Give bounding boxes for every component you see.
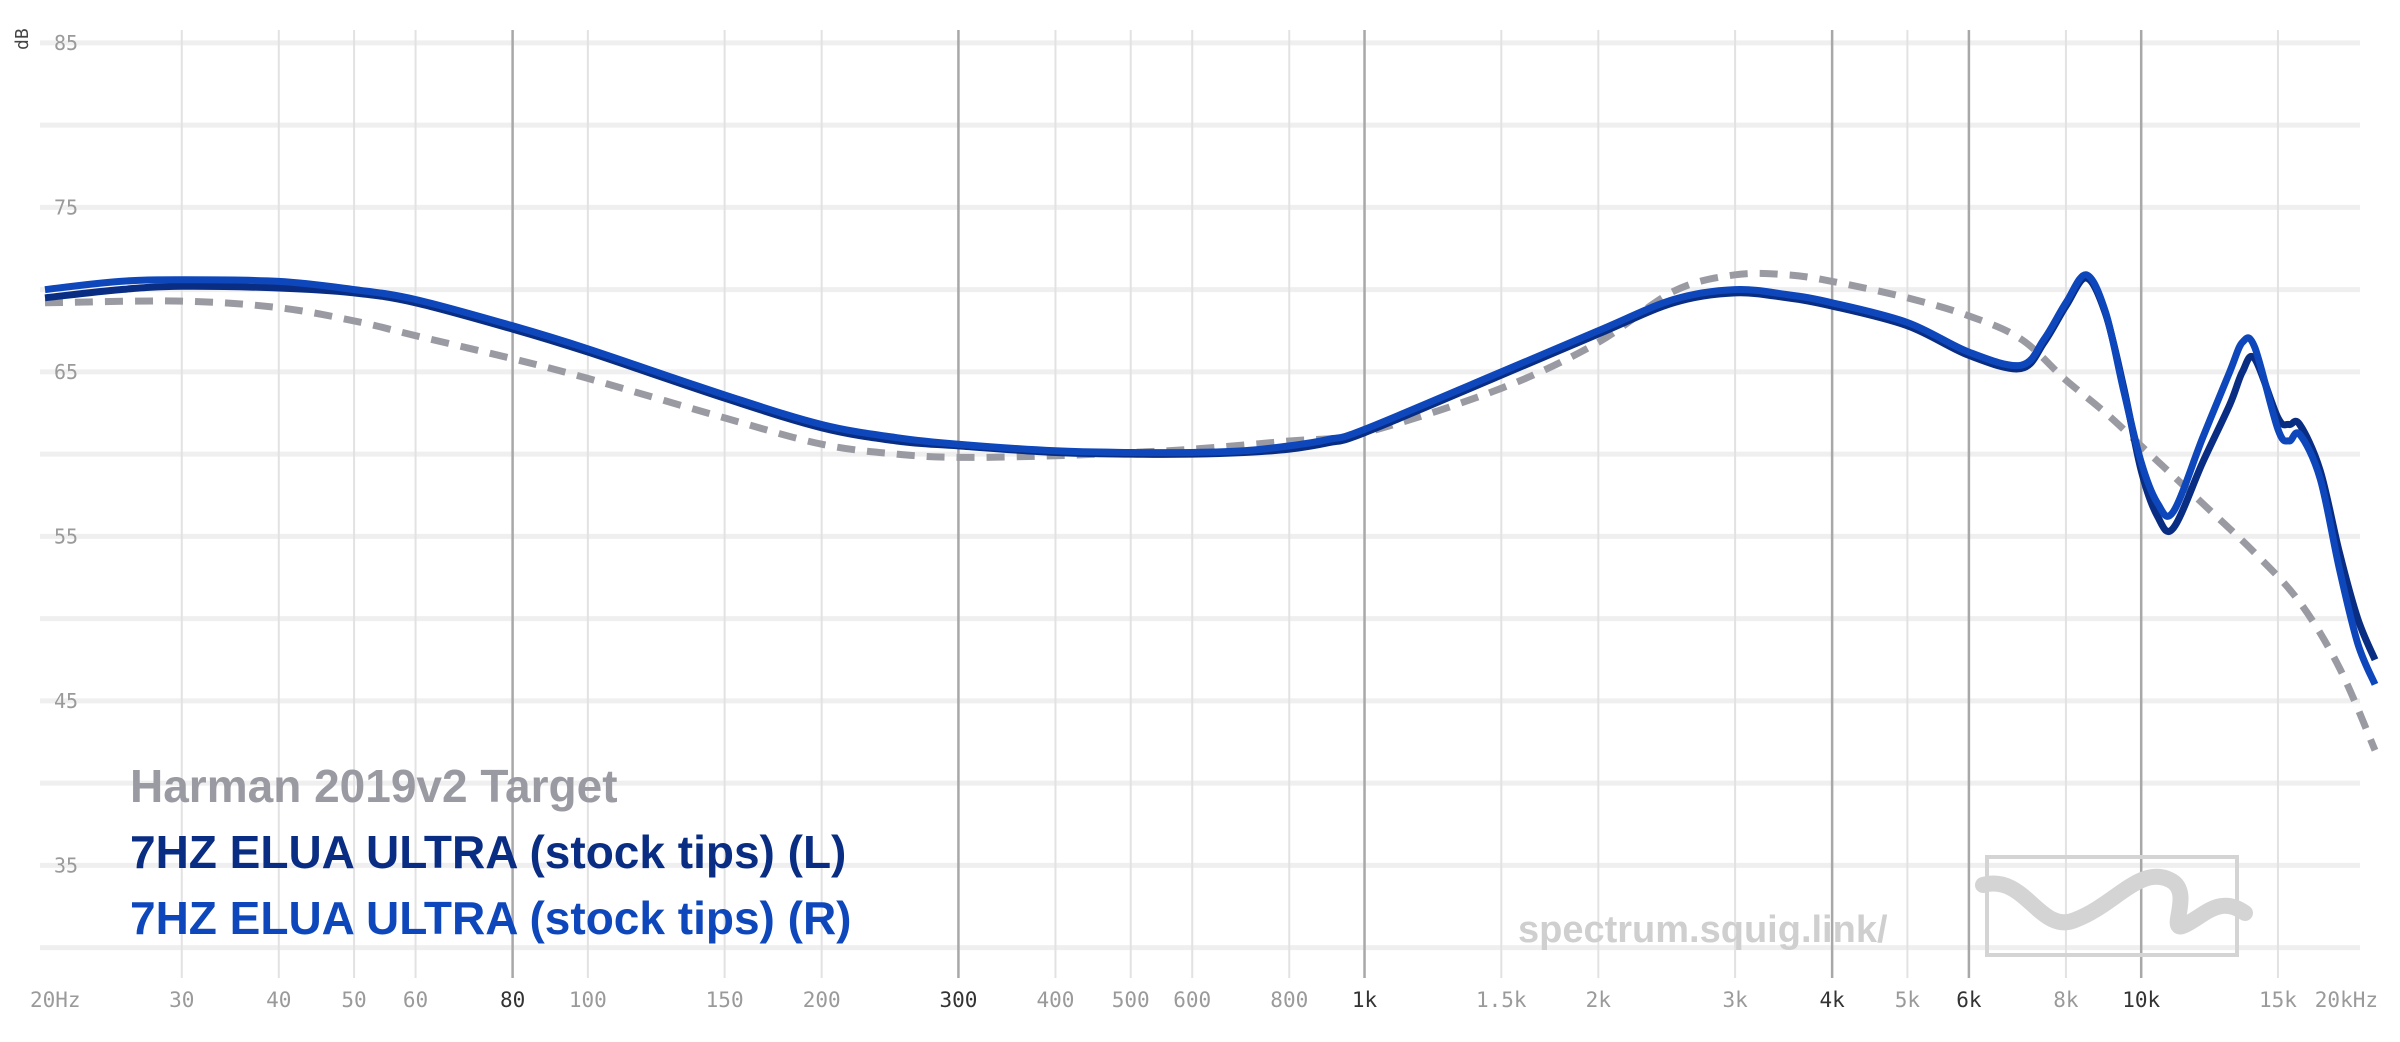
series-line-0 <box>44 269 2379 752</box>
grid-layer <box>40 30 2360 978</box>
x-tick-label: 600 <box>1173 988 1211 1012</box>
x-tick-label: 50 <box>341 988 366 1012</box>
x-tick-label: 20Hz <box>30 988 81 1012</box>
x-tick-label: 60 <box>403 988 428 1012</box>
x-tick-label: 20kHz <box>2315 988 2378 1012</box>
y-tick-label: 35 <box>54 853 78 877</box>
y-axis-unit-label: dB <box>12 28 33 50</box>
series-line-1 <box>44 274 2379 662</box>
x-tick-label: 3k <box>1722 988 1748 1012</box>
x-tick-label: 1k <box>1352 988 1378 1012</box>
watermark-text: spectrum.squig.link/ <box>1518 909 1888 951</box>
x-tick-label: 30 <box>169 988 194 1012</box>
x-tick-label: 4k <box>1819 988 1845 1012</box>
x-tick-label: 800 <box>1270 988 1308 1012</box>
x-tick-label: 2k <box>1586 988 1612 1012</box>
y-tick-label: 65 <box>54 360 78 384</box>
x-tick-label: 40 <box>266 988 291 1012</box>
x-tick-label: 200 <box>803 988 841 1012</box>
x-tick-label: 6k <box>1956 988 1982 1012</box>
y-tick-label: 45 <box>54 689 78 713</box>
y-tick-label: 55 <box>54 524 78 548</box>
y-tick-label: 75 <box>54 195 78 219</box>
x-tick-label: 300 <box>939 988 977 1012</box>
x-tick-label: 8k <box>2053 988 2079 1012</box>
x-tick-label: 400 <box>1036 988 1074 1012</box>
x-tick-label: 15k <box>2259 988 2297 1012</box>
squiglink-logo <box>1975 855 2253 957</box>
x-tick-label: 100 <box>569 988 607 1012</box>
series-line-2 <box>44 271 2379 686</box>
legend-entry-0[interactable]: Harman 2019v2 Target <box>130 760 618 812</box>
x-tick-label: 1.5k <box>1476 988 1527 1012</box>
x-tick-label: 5k <box>1895 988 1921 1012</box>
x-tick-label: 500 <box>1112 988 1150 1012</box>
legend-entry-1[interactable]: 7HZ ELUA ULTRA (stock tips) (L) <box>130 826 846 878</box>
x-tick-label: 150 <box>706 988 744 1012</box>
legend-entry-2[interactable]: 7HZ ELUA ULTRA (stock tips) (R) <box>130 892 852 944</box>
series-layer <box>44 269 2379 752</box>
y-axis: 85 75 65 55 45 35 <box>54 31 78 877</box>
y-tick-label: 85 <box>54 31 78 55</box>
x-tick-label: 80 <box>500 988 525 1012</box>
legend[interactable]: Harman 2019v2 Target 7HZ ELUA ULTRA (stoc… <box>130 760 852 944</box>
x-tick-label: 10k <box>2122 988 2160 1012</box>
x-axis: 20Hz 30 40 50 60 80 100 150 200 300 400 500 600 800 1k… <box>30 988 2378 1012</box>
